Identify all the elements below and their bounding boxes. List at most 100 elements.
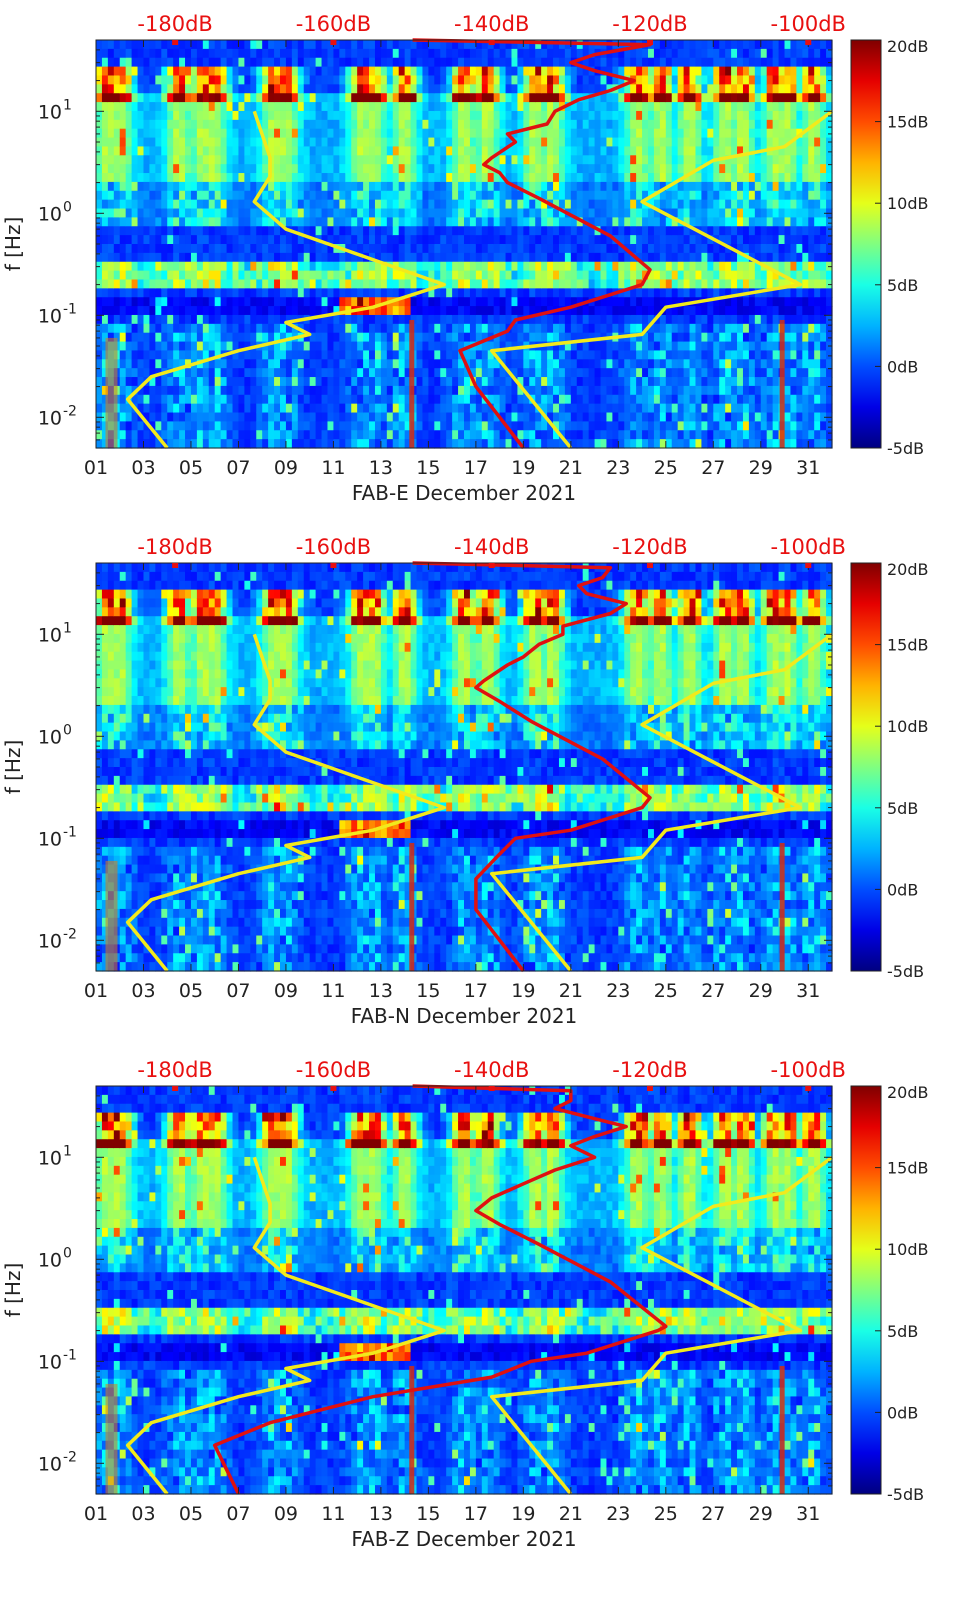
spectrogram-cell	[476, 58, 483, 67]
spectrogram-cell	[238, 102, 245, 111]
spectrogram-cell	[114, 271, 121, 280]
spectrogram-cell	[274, 209, 281, 218]
spectrogram-cell	[363, 262, 370, 271]
spectrogram-cell	[191, 288, 198, 297]
spectrogram-cell	[114, 288, 121, 297]
spectrogram-cell	[422, 155, 429, 164]
spectrogram-cell	[161, 209, 168, 218]
spectrogram-cell	[227, 226, 234, 235]
spectrogram-cell	[464, 235, 471, 244]
spectrogram-cell	[304, 111, 311, 120]
spectrogram-cell	[327, 84, 334, 93]
spectrogram-cell	[500, 217, 507, 226]
spectrogram-cell	[114, 209, 121, 218]
spectrogram-cell	[221, 173, 228, 182]
spectrogram-cell	[494, 439, 501, 448]
spectrogram-cell	[387, 173, 394, 182]
spectrogram-cell	[523, 271, 530, 280]
spectrogram-cell	[411, 111, 418, 120]
spectrogram-cell	[274, 191, 281, 200]
spectrogram-cell	[96, 404, 103, 413]
spectrogram-cell	[464, 395, 471, 404]
spectrogram-cell	[155, 288, 162, 297]
spectrogram-cell	[405, 146, 412, 155]
spectrogram-cell	[523, 430, 530, 439]
spectrogram-cell	[517, 146, 524, 155]
spectrogram-cell	[274, 146, 281, 155]
spectrogram-cell	[126, 271, 133, 280]
spectrogram-cell	[286, 359, 293, 368]
spectrogram-cell	[120, 359, 127, 368]
spectrogram-cell	[304, 200, 311, 209]
spectrogram-cell	[304, 439, 311, 448]
spectrogram-cell	[185, 58, 192, 67]
spectrogram-cell	[393, 235, 400, 244]
spectrogram-cell	[167, 102, 174, 111]
spectrogram-cell	[114, 306, 121, 315]
spectrogram-cell	[256, 279, 263, 288]
spectrogram-cell	[399, 49, 406, 58]
spectrogram-cell	[327, 333, 334, 342]
spectrogram-cell	[434, 333, 441, 342]
spectrogram-cell	[256, 155, 263, 164]
spectrogram-cell	[452, 244, 459, 253]
spectrogram-cell	[470, 111, 477, 120]
spectrogram-cell	[203, 324, 210, 333]
spectrogram-cell	[333, 67, 340, 76]
spectrogram-cell	[233, 386, 240, 395]
spectrogram-cell	[132, 439, 139, 448]
spectrogram-cell	[173, 430, 180, 439]
spectrogram-cell	[238, 67, 245, 76]
spectrogram-cell	[351, 350, 358, 359]
spectrogram-cell	[517, 253, 524, 262]
spectrogram-cell	[221, 67, 228, 76]
spectrogram-cell	[185, 395, 192, 404]
spectrogram-cell	[102, 58, 109, 67]
spectrogram-cell	[298, 368, 305, 377]
spectrogram-cell	[173, 49, 180, 58]
spectrogram-cell	[292, 377, 299, 386]
spectrogram-cell	[339, 120, 346, 129]
spectrogram-cell	[280, 395, 287, 404]
spectrogram-cell	[535, 226, 542, 235]
spectrogram-cell	[221, 84, 228, 93]
spectrogram-cell	[167, 262, 174, 271]
spectrogram-cell	[209, 138, 216, 147]
spectrogram-cell	[233, 288, 240, 297]
spectrogram-cell	[411, 262, 418, 271]
spectrogram-cell	[114, 58, 121, 67]
spectrogram-cell	[179, 146, 186, 155]
spectrogram-cell	[280, 324, 287, 333]
spectrogram-cell	[102, 49, 109, 58]
spectrogram-cell	[102, 75, 109, 84]
spectrogram-cell	[500, 288, 507, 297]
spectrogram-cell	[517, 235, 524, 244]
spectrogram-cell	[221, 306, 228, 315]
spectrogram-cell	[500, 84, 507, 93]
spectrogram-cell	[440, 359, 447, 368]
spectrogram-cell	[500, 226, 507, 235]
spectrogram-cell	[440, 235, 447, 244]
spectrogram-cell	[149, 217, 156, 226]
spectrogram-cell	[185, 413, 192, 422]
spectrogram-cell	[322, 386, 329, 395]
spectrogram-cell	[452, 58, 459, 67]
spectrogram-cell	[262, 315, 269, 324]
spectrogram-cell	[274, 93, 281, 102]
spectrogram-cell	[227, 253, 234, 262]
spectrogram-cell	[286, 350, 293, 359]
spectrogram-cell	[470, 67, 477, 76]
spectrogram-cell	[351, 120, 358, 129]
spectrogram-cell	[446, 439, 453, 448]
spectrogram-cell	[405, 191, 412, 200]
spectrogram-cell	[209, 102, 216, 111]
spectrogram-cell	[132, 49, 139, 58]
spectrogram-cell	[179, 164, 186, 173]
spectrogram-cell	[286, 111, 293, 120]
spectrogram-cell	[535, 288, 542, 297]
spectrogram-cell	[132, 111, 139, 120]
spectrogram-cell	[185, 253, 192, 262]
spectrogram-cell	[422, 324, 429, 333]
spectrogram-cell	[149, 359, 156, 368]
spectrogram-cell	[96, 235, 103, 244]
